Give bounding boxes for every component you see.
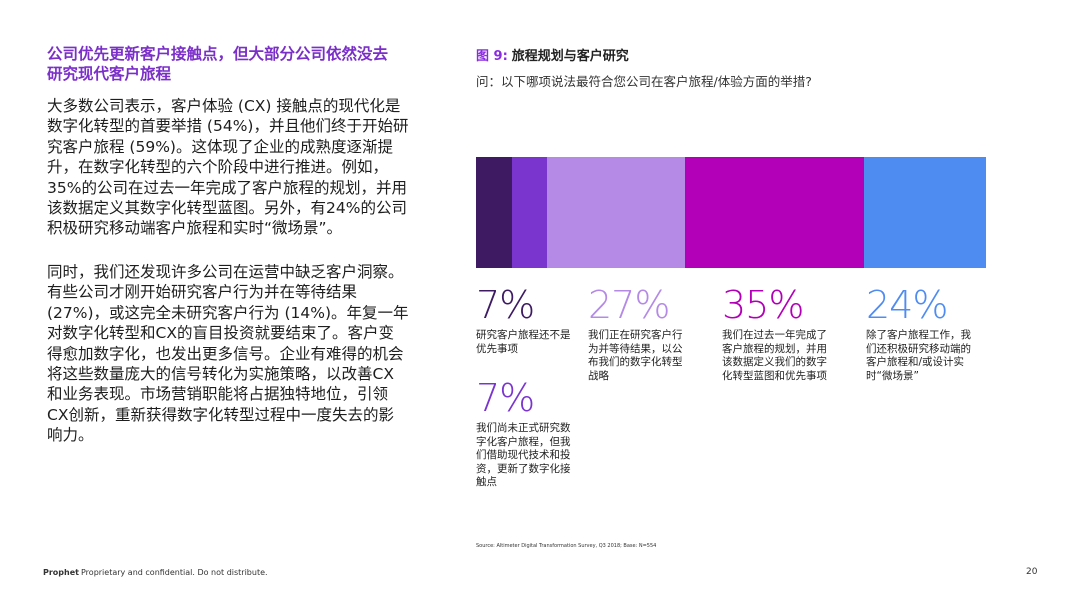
legend-text: 研究客户旅程还不是优先事项 xyxy=(476,329,571,355)
figure-title-text: 旅程规划与客户研究 xyxy=(511,49,629,64)
value-label: 24% xyxy=(866,283,948,327)
stacked-bar xyxy=(476,157,986,268)
bar-segment xyxy=(685,157,864,268)
paragraph: 大多数公司表示，客户体验 (CX) 接触点的现代化是数字化转型的首要举措 (54… xyxy=(47,97,409,238)
bar-segment xyxy=(511,157,548,268)
legend-text: 我们在过去一年完成了客户旅程的规划，并用该数据定义我们的数字化转型蓝图和优先事项 xyxy=(722,329,827,382)
segment-label: 35% 我们在过去一年完成了客户旅程的规划，并用该数据定义我们的数字化转型蓝图和优… xyxy=(722,285,830,383)
bar-segment xyxy=(547,157,686,268)
value-label: 7% xyxy=(476,283,535,327)
legend-text: 我们尚未正式研究数字化客户旅程，但我们借助现代技术和投资，更新了数字化接触点 xyxy=(476,422,571,488)
segment-label: 24% 除了客户旅程工作，我们还积极研究移动端的客户旅程和/或设计实时“微场景” xyxy=(866,285,971,383)
footer-brand: Prophet xyxy=(43,568,79,577)
bar-segment xyxy=(863,157,986,268)
figure-number: 图 9: xyxy=(476,49,508,64)
segment-label: 27% 我们正在研究客户行为并等待结果，以公布我们的数字化转型战略 xyxy=(588,285,683,383)
footer-notice: Proprietary and confidential. Do not dis… xyxy=(81,568,268,577)
segment-label: 7% 我们尚未正式研究数字化客户旅程，但我们借助现代技术和投资，更新了数字化接触点 xyxy=(476,378,571,490)
paragraph: 同时，我们还发现许多公司在运营中缺乏客户洞察。有些公司才刚开始研究客户行为并在等… xyxy=(47,263,409,445)
value-label: 35% xyxy=(722,283,804,327)
page-number: 20 xyxy=(1026,567,1038,577)
figure-title: 图 9: 旅程规划与客户研究 xyxy=(476,45,629,64)
segment-label: 7% 研究客户旅程还不是优先事项 xyxy=(476,285,571,356)
value-label: 27% xyxy=(588,283,670,327)
value-label: 7% xyxy=(476,376,535,420)
legend-text: 除了客户旅程工作，我们还积极研究移动端的客户旅程和/或设计实时“微场景” xyxy=(866,329,971,382)
source: Source: Altimeter Digital Transformation… xyxy=(476,543,657,549)
legend-text: 我们正在研究客户行为并等待结果，以公布我们的数字化转型战略 xyxy=(588,329,683,382)
bar-segment xyxy=(476,157,512,268)
heading: 公司优先更新客户接触点，但大部分公司依然没去研究现代客户旅程 xyxy=(47,45,389,83)
question: 问：以下哪项说法最符合您公司在客户旅程/体验方面的举措? xyxy=(476,74,812,89)
